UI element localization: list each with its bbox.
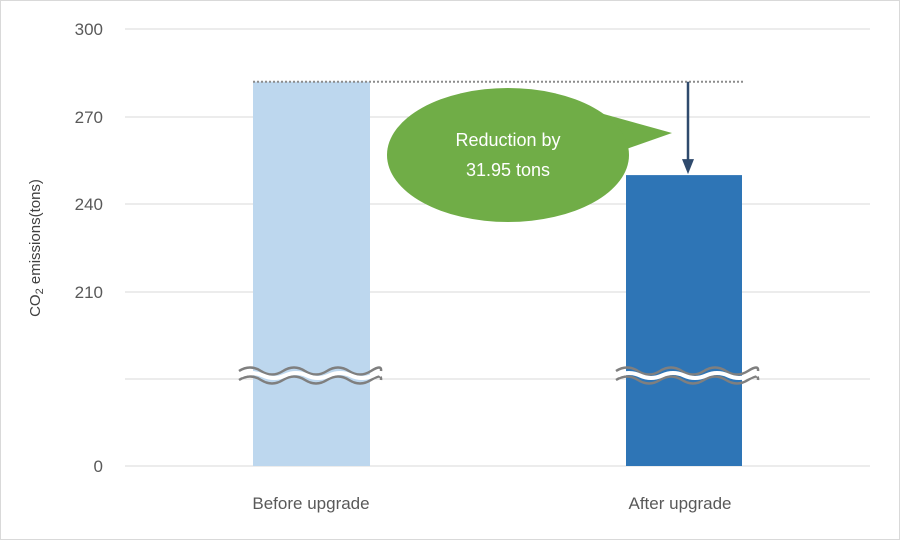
x-category-label: Before upgrade xyxy=(252,494,369,513)
y-tick-label: 300 xyxy=(75,20,103,39)
bar-after-upgrade xyxy=(626,175,742,466)
axis-break-right xyxy=(615,366,760,385)
x-category-label: After upgrade xyxy=(628,494,731,513)
callout-line-1: Reduction by xyxy=(455,130,560,150)
callout-line-2: 31.95 tons xyxy=(466,160,550,180)
y-tick-label: 210 xyxy=(75,283,103,302)
reduction-arrow xyxy=(682,81,694,175)
axis-break-left xyxy=(238,366,383,385)
bar-before-upgrade xyxy=(253,81,370,466)
reduction-callout: Reduction by 31.95 tons xyxy=(387,88,672,222)
y-tick-label: 0 xyxy=(94,457,103,476)
y-tick-label: 270 xyxy=(75,108,103,127)
y-axis-label: CO2 emissions(tons) xyxy=(27,179,46,317)
y-tick-label: 240 xyxy=(75,195,103,214)
gridlines xyxy=(125,28,870,467)
